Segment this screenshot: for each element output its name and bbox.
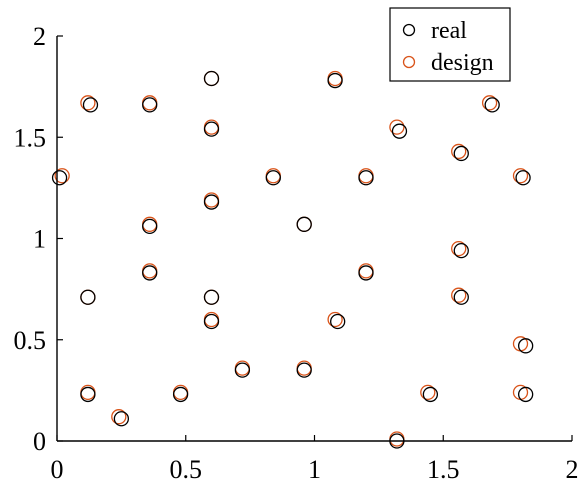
data-point-design xyxy=(327,311,343,328)
data-point-design xyxy=(111,409,127,425)
data-point-real xyxy=(51,170,68,186)
x-tick-label: 1.5 xyxy=(427,455,460,484)
data-point-real xyxy=(515,170,531,186)
data-point-real xyxy=(234,362,251,378)
data-point-real xyxy=(296,216,312,232)
data-point-real xyxy=(80,386,96,403)
x-axis-ticks: 0 0.5 1 1.5 2 xyxy=(51,435,579,484)
data-point-real xyxy=(391,123,408,139)
data-point-real xyxy=(203,289,220,305)
data-point-real xyxy=(80,289,96,305)
x-tick-label: 1 xyxy=(308,455,321,484)
data-point-real xyxy=(203,70,220,87)
legend-marker-design xyxy=(402,55,416,69)
data-point-design xyxy=(80,95,96,111)
legend-box xyxy=(389,7,511,82)
data-point-real xyxy=(358,170,374,186)
x-tick-label: 0 xyxy=(51,455,64,484)
data-marks xyxy=(51,70,534,449)
x-tick-label: 2 xyxy=(566,455,579,484)
data-point-real xyxy=(142,97,158,113)
data-point-real xyxy=(172,386,189,403)
y-tick-label: 1 xyxy=(33,225,46,254)
data-point-real xyxy=(82,97,99,113)
y-tick-label: 1.5 xyxy=(14,123,47,152)
data-point-design xyxy=(481,95,498,111)
data-point-design xyxy=(451,143,467,160)
legend-marker-real xyxy=(402,23,416,37)
data-point-design xyxy=(512,168,529,184)
data-point-real xyxy=(203,121,220,137)
data-point-design xyxy=(420,384,436,401)
data-point-design xyxy=(54,168,70,184)
data-point-real xyxy=(518,338,534,354)
y-tick-label: 0.5 xyxy=(14,326,47,355)
data-point-real xyxy=(518,386,534,403)
data-point-real xyxy=(142,265,158,281)
y-tick-label: 2 xyxy=(33,22,46,51)
data-point-real xyxy=(453,242,469,259)
legend-label-design: design xyxy=(431,50,494,76)
data-point-real xyxy=(296,362,312,378)
data-point-real xyxy=(358,265,374,281)
data-point-real xyxy=(327,72,343,89)
data-point-real xyxy=(142,218,158,235)
data-point-real xyxy=(203,194,220,210)
legend-label-real: real xyxy=(431,18,467,44)
data-point-design xyxy=(451,240,467,257)
y-axis-ticks: 0 0.5 1 1.5 2 xyxy=(14,22,63,456)
data-point-real xyxy=(330,313,346,330)
y-tick-label: 0 xyxy=(33,427,46,456)
x-tick-label: 0.5 xyxy=(170,455,203,484)
data-point-design xyxy=(389,119,405,135)
data-point-real xyxy=(484,97,500,113)
data-point-real xyxy=(113,411,130,427)
data-point-real xyxy=(203,313,220,330)
data-point-real xyxy=(265,170,281,186)
data-point-design xyxy=(451,287,467,303)
data-point-real xyxy=(453,289,469,305)
data-point-real xyxy=(422,386,439,403)
data-point-real xyxy=(453,145,469,162)
legend: real design xyxy=(389,7,511,82)
